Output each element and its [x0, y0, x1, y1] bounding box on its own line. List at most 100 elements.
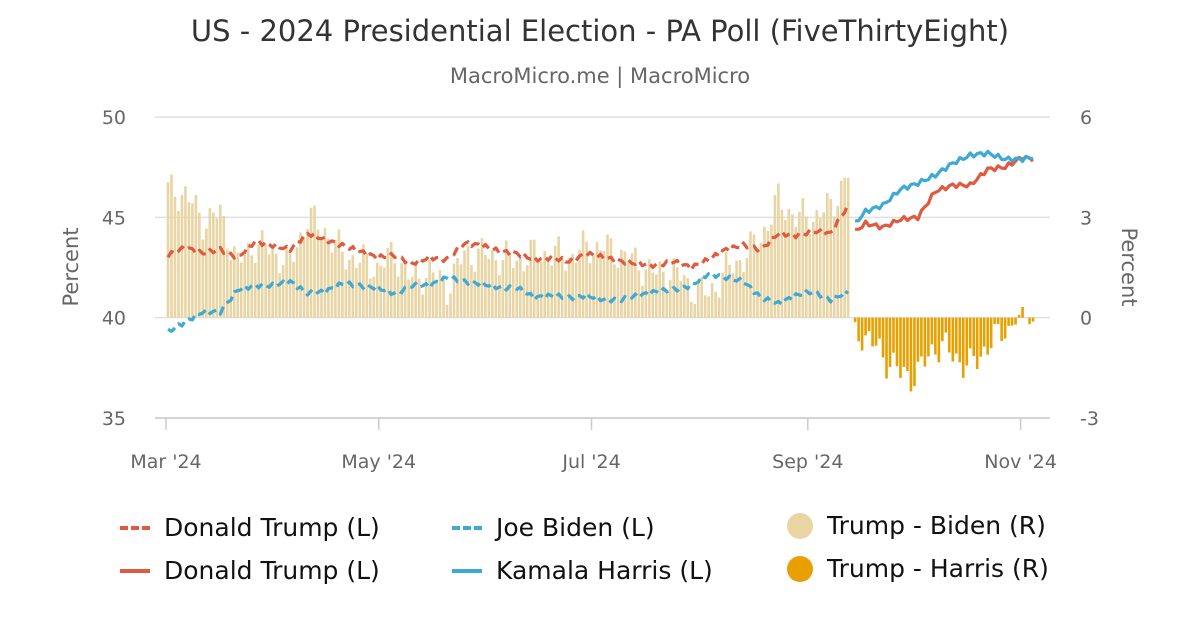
- spread-bar: [184, 186, 187, 318]
- spread-bar: [895, 317, 899, 367]
- legend-line-icon: [452, 568, 482, 573]
- spread-bar: [316, 229, 320, 318]
- spread-bar: [822, 212, 826, 318]
- spread-bar: [246, 242, 250, 318]
- spread-bar: [717, 297, 721, 318]
- spread-bar: [909, 317, 913, 392]
- spread-bar: [215, 218, 219, 318]
- legend-item-trump-solid[interactable]: Donald Trump (L): [120, 556, 380, 585]
- spread-bar: [979, 317, 983, 357]
- legend: Donald Trump (L) Joe Biden (L) Trump - B…: [0, 505, 1200, 605]
- spread-bar: [525, 265, 529, 318]
- x-tick-label: Jul '24: [561, 451, 620, 473]
- spread-bar: [857, 317, 860, 342]
- spread-bar: [651, 272, 655, 318]
- chart-title: US - 2024 Presidential Election - PA Pol…: [190, 14, 1010, 48]
- spread-bar: [512, 268, 515, 318]
- spread-bar: [696, 280, 700, 318]
- spread-bar: [630, 253, 634, 318]
- spread-bar: [902, 317, 906, 367]
- spread-bar: [253, 263, 257, 318]
- spread-bar: [487, 259, 491, 318]
- spread-bar: [1017, 314, 1021, 318]
- spread-bar: [710, 282, 714, 318]
- spread-bar: [951, 317, 955, 362]
- spread-bar: [442, 279, 445, 318]
- spread-bar: [920, 317, 923, 357]
- spread-bar: [864, 317, 867, 336]
- spread-bar: [780, 209, 784, 318]
- spread-bar: [1007, 317, 1010, 326]
- spread-bar: [232, 246, 236, 318]
- spread-bar: [498, 275, 501, 318]
- spread-bar: [637, 270, 641, 318]
- spread-bar: [818, 218, 822, 318]
- spread-bar: [536, 261, 540, 318]
- spread-bar: [327, 238, 330, 318]
- spread-bar: [738, 260, 742, 318]
- spread-bar: [236, 252, 240, 318]
- spread-bar: [369, 278, 372, 318]
- spread-bar: [954, 317, 958, 354]
- x-tick-label: May '24: [341, 451, 416, 473]
- legend-item-trump-harris[interactable]: Trump - Harris (R): [787, 554, 1049, 583]
- spread-bar: [899, 317, 902, 378]
- spread-bar: [306, 228, 309, 318]
- spread-bar: [658, 261, 662, 318]
- legend-item-harris[interactable]: Kamala Harris (L): [452, 556, 713, 585]
- spread-bar: [557, 236, 560, 318]
- spread-bar: [968, 317, 972, 349]
- spread-bar: [655, 274, 658, 318]
- spread-bar: [724, 252, 728, 318]
- legend-item-trump-dashed[interactable]: Donald Trump (L): [120, 513, 380, 542]
- spread-bar: [927, 317, 930, 357]
- spread-bar: [993, 317, 996, 324]
- spread-bar: [501, 259, 505, 318]
- spread-bar: [641, 285, 644, 318]
- spread-bar: [874, 317, 878, 346]
- spread-bar: [389, 241, 393, 318]
- spread-bar: [982, 317, 986, 347]
- spread-bar: [334, 239, 337, 318]
- spread-bar: [620, 249, 623, 318]
- legend-dot-icon: [787, 512, 813, 539]
- spread-bar: [836, 206, 839, 318]
- spread-bar: [348, 259, 351, 318]
- spread-bar: [166, 182, 170, 318]
- spread-bar: [648, 259, 651, 318]
- legend-label: Donald Trump (L): [164, 556, 380, 585]
- spread-bar: [766, 230, 770, 318]
- spread-bar: [881, 317, 885, 358]
- legend-item-trump-biden[interactable]: Trump - Biden (R): [787, 511, 1046, 540]
- spread-bar: [177, 210, 180, 318]
- spread-bar: [417, 278, 421, 318]
- spread-bar: [421, 294, 424, 318]
- spread-bar: [609, 238, 613, 318]
- chart-subtitle: MacroMicro.me | MacroMicro: [449, 64, 751, 88]
- spread-bar: [801, 198, 805, 318]
- spread-bar: [532, 239, 536, 318]
- y-left-tick-label: 50: [102, 107, 126, 129]
- y-left-tick-label: 45: [102, 207, 126, 229]
- spread-bar: [173, 196, 177, 318]
- spread-bar: [958, 317, 962, 363]
- spread-bar: [668, 280, 672, 318]
- legend-item-biden[interactable]: Joe Biden (L): [452, 513, 655, 542]
- spread-bar: [585, 241, 588, 318]
- spread-bar: [721, 272, 724, 318]
- spread-bar: [480, 238, 484, 318]
- spread-bar: [916, 317, 920, 362]
- spread-bar: [194, 194, 198, 318]
- spread-bar: [491, 249, 494, 318]
- spread-bar: [505, 240, 508, 318]
- spread-bar: [219, 204, 222, 318]
- legend-label: Joe Biden (L): [496, 513, 655, 542]
- spread-bar: [456, 257, 459, 318]
- spread-bar: [309, 207, 313, 318]
- spread-bar: [752, 234, 756, 318]
- y-right-tick-label: -3: [1080, 408, 1099, 430]
- spread-bar: [742, 272, 745, 318]
- spread-bar: [473, 271, 477, 318]
- spread-bar: [365, 253, 369, 318]
